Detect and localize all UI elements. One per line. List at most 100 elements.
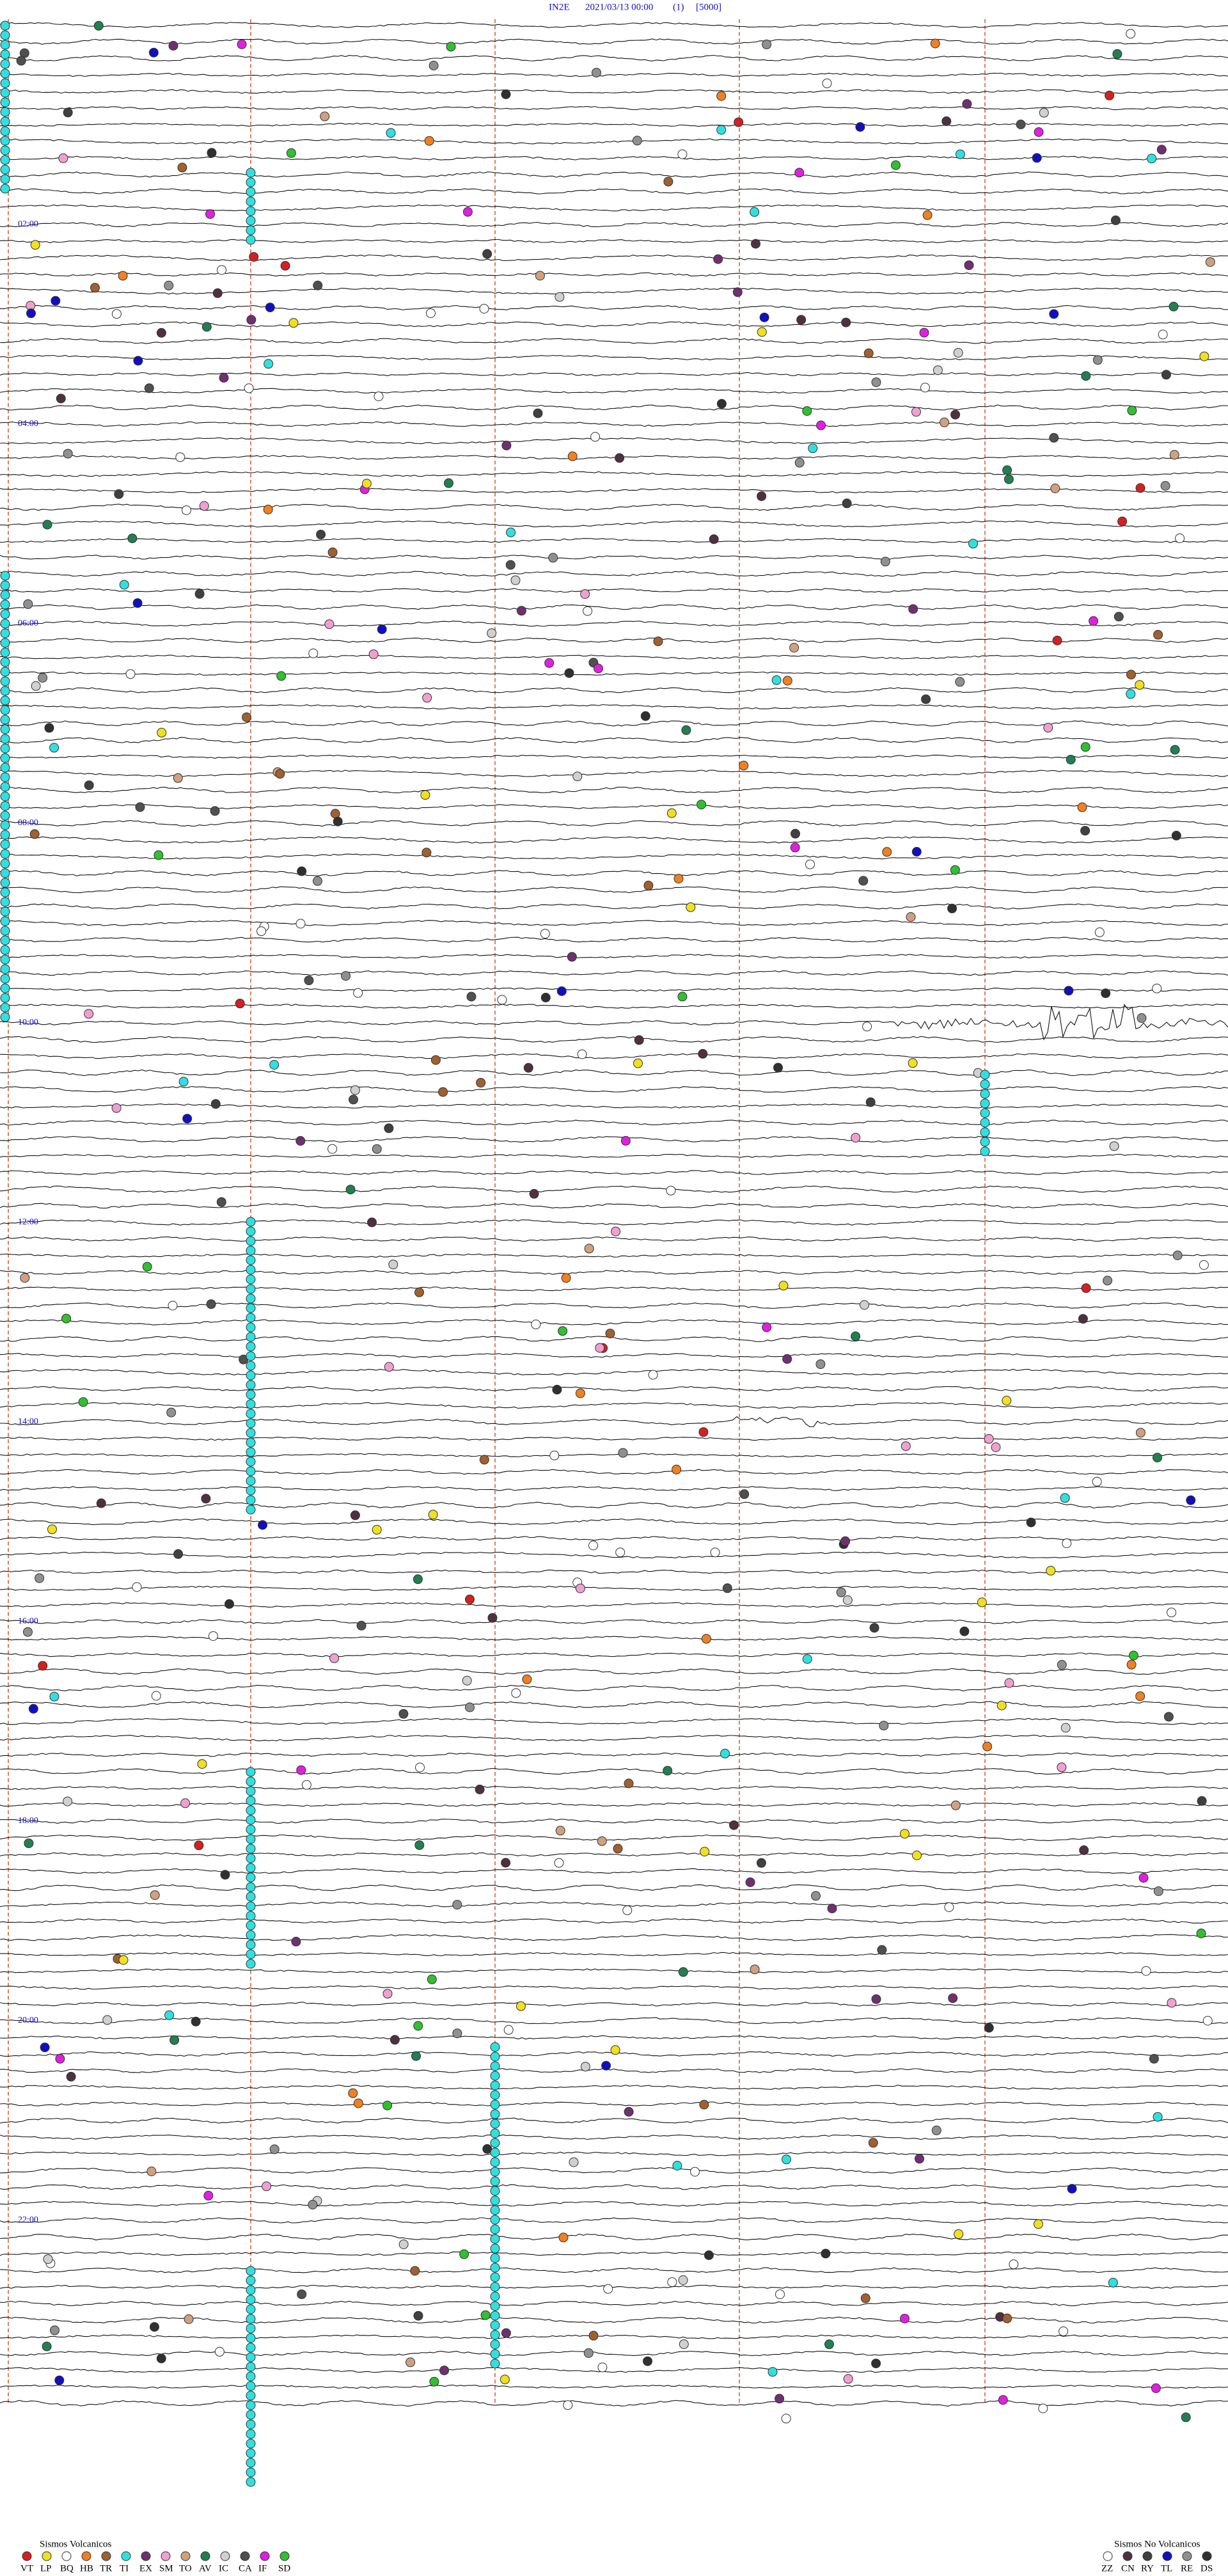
event-dot (523, 1063, 533, 1073)
event-dot (217, 265, 227, 275)
event-dot (968, 539, 978, 549)
trace (0, 1834, 1228, 1842)
event-dot (0, 49, 10, 59)
event-dot (246, 2458, 256, 2468)
event-dot (490, 2311, 500, 2321)
event-dot (313, 280, 323, 290)
trace (0, 1518, 1228, 1526)
event-dot (597, 2362, 608, 2373)
trace (0, 737, 1228, 744)
event-dot (0, 753, 10, 763)
event-dot (168, 41, 178, 51)
event-dot (964, 260, 974, 271)
event-dot (0, 116, 10, 127)
time-markers (8, 19, 986, 2405)
trace (0, 555, 1228, 560)
event-dot (452, 2028, 462, 2039)
event-dot (567, 952, 577, 962)
event-dot (151, 1691, 161, 1701)
event-dot (246, 1911, 256, 1921)
event-dot (500, 2375, 510, 2385)
event-dot (29, 829, 40, 839)
event-dot (871, 377, 881, 388)
event-dot (490, 2359, 500, 2369)
event-dot (511, 1688, 521, 1698)
trace (0, 2101, 1228, 2106)
event-dot (246, 1399, 256, 1409)
event-dot (1126, 29, 1136, 39)
trace (0, 2134, 1228, 2140)
event-dot (372, 1144, 382, 1154)
event-dot (246, 1236, 256, 1246)
trace (0, 138, 1228, 145)
event-dot (1089, 616, 1099, 626)
event-dot (1081, 371, 1091, 381)
trace (0, 754, 1228, 759)
event-dot (590, 432, 601, 442)
event-dot (246, 2333, 256, 2343)
legend-marker (101, 2551, 111, 2561)
event-dot (912, 1851, 922, 1860)
event-dot (78, 1397, 88, 1407)
event-dot (522, 1674, 532, 1684)
event-dot (1032, 153, 1042, 163)
legend-label: ZZ (1101, 2563, 1113, 2573)
trace (0, 1985, 1228, 1990)
event-dot (118, 1955, 129, 1965)
event-dot (1202, 2016, 1213, 2026)
trace (0, 2085, 1228, 2090)
trace (0, 820, 1228, 827)
legend-label: RY (1141, 2563, 1154, 2573)
trace (0, 1636, 1228, 1641)
event-dot (1080, 742, 1090, 752)
event-dot (0, 619, 10, 629)
event-dot (980, 1137, 990, 1147)
event-dot (0, 571, 10, 581)
trace (0, 1752, 1228, 1757)
trace (0, 2267, 1228, 2273)
event-dot (713, 254, 723, 264)
event-dot (246, 1796, 256, 1806)
trace (0, 886, 1228, 894)
event-dot (490, 2272, 500, 2282)
event-dot (1156, 145, 1167, 155)
event-dot (246, 1418, 256, 1428)
event-dot (246, 2285, 256, 2295)
event-dot (677, 149, 688, 159)
event-dot (1004, 1678, 1014, 1688)
event-dot (0, 743, 10, 754)
event-dot (420, 790, 430, 800)
event-dot (54, 2375, 65, 2385)
event-dot (210, 1099, 221, 1109)
trace (0, 2399, 1228, 2407)
event-dot (980, 1079, 990, 1089)
event-dot (142, 1261, 152, 1272)
event-dot (580, 2062, 590, 2072)
trace (0, 188, 1228, 194)
event-dot (851, 1133, 861, 1143)
event-dot (246, 2381, 256, 2391)
event-dot (256, 926, 267, 936)
event-dot (246, 1274, 256, 1284)
event-dot (246, 235, 256, 245)
event-dot (444, 478, 453, 488)
event-dot (96, 1498, 106, 1508)
event-dot (246, 1920, 256, 1931)
event-dot (851, 1331, 861, 1341)
trace (0, 1968, 1228, 1973)
event-dot (773, 1063, 783, 1073)
event-dot (822, 78, 832, 88)
event-dot (815, 1359, 826, 1370)
event-dot (246, 1834, 256, 1844)
trace (0, 604, 1228, 610)
event-dot (490, 2243, 500, 2254)
trace (0, 89, 1228, 94)
trace (0, 1053, 1228, 1059)
event-dot (0, 858, 10, 869)
event-dot (0, 145, 10, 155)
legend-label: AV (199, 2563, 212, 2573)
event-dot (1172, 1251, 1183, 1260)
event-dot (102, 2015, 113, 2025)
event-dot (275, 769, 285, 779)
event-dot (246, 1245, 256, 1256)
